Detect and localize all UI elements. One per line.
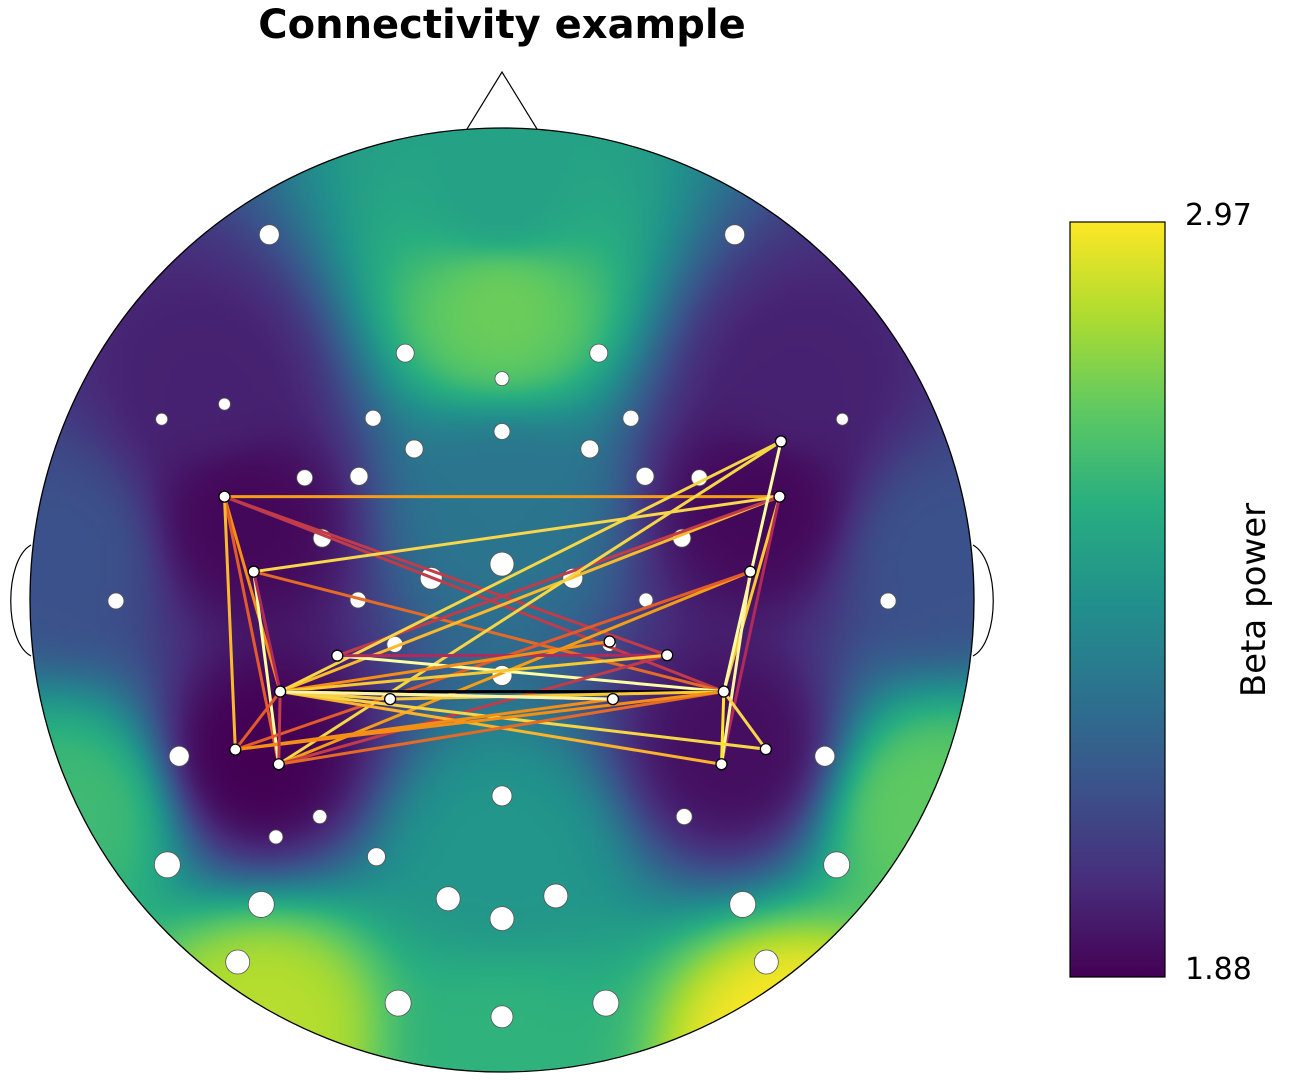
connectivity-node-n6 [661,649,674,662]
electrode-layer [107,224,897,1029]
electrode-38 [823,851,851,879]
electrode-20 [489,551,515,577]
connectivity-node-n7 [603,635,616,648]
head-left-ear [10,544,32,657]
electrode-14 [296,469,314,487]
connectivity-node-n2 [773,490,786,503]
connection-n1-n9 [222,495,282,694]
connection-n14-n10 [719,690,726,766]
connection-n1-n6 [222,495,669,657]
electrode-6 [218,397,231,411]
connectivity-node-n16 [606,692,620,706]
connectivity-node-n14 [715,758,728,771]
connectivity-node-n11 [229,743,242,756]
electrode-25 [107,592,125,610]
colorbar-title: Beta power [1234,502,1274,698]
connectivity-node-n13 [272,758,285,771]
electrode-37 [153,851,181,879]
connection-n6-n13 [277,653,669,766]
connection-n3-n2 [252,495,782,574]
electrode-42 [729,891,757,918]
connection-n7-n9 [278,640,612,694]
electrode-15 [349,466,369,486]
electrode-1 [258,224,280,246]
head-outline [29,127,975,1073]
connection-n6-n9 [278,653,669,694]
head-right-ear [972,544,994,657]
connection-n13-n9 [277,690,282,766]
connectivity-node-n15 [383,692,397,706]
colorbar-min-label: 1.88 [1185,952,1252,987]
connection-n2-n10 [722,495,782,694]
connection-n9-n16 [278,690,615,701]
electrode-13 [580,439,600,459]
head-nose [466,70,538,130]
connectivity-node-n5 [331,649,344,662]
electrode-12 [404,439,424,459]
electrode-43 [489,906,515,931]
electrode-26 [879,592,897,610]
electrode-32 [491,785,513,807]
connectivity-node-n9 [274,685,287,698]
connectivity-node-n8 [774,435,788,448]
electrode-5 [494,371,510,387]
electrode-7 [155,412,169,426]
connection-n9-n12 [278,690,768,751]
electrode-46 [384,989,412,1017]
connection-n2-n14 [719,495,782,766]
connection-n3-n13 [252,570,281,766]
connectivity-node-n1 [218,490,231,503]
connection-n1-n11 [222,495,237,752]
connection-n13-n10 [277,690,726,766]
connection-n2-n5 [335,495,782,658]
electrode-47 [592,989,620,1017]
connection-n4-n14 [719,570,752,766]
chart-title: Connectivity example [258,2,746,48]
electrode-9 [364,409,382,427]
connection-n11-n16 [233,697,615,752]
electrode-36 [367,847,386,867]
electrode-10 [622,409,640,427]
electrode-40 [543,883,569,909]
electrode-34 [675,808,693,826]
electrode-3 [395,343,415,363]
connection-n3-n9 [252,570,282,694]
colorbar-max-label: 2.97 [1185,198,1252,233]
electrode-11 [493,423,511,440]
electrode-16 [635,466,655,486]
electrode-48 [490,1005,514,1029]
node-layer [218,435,788,771]
electrode-33 [312,809,328,825]
connection-n3-n10 [252,570,726,694]
connectivity-node-n10 [717,685,730,698]
connection-n11-n9 [233,690,282,752]
electrode-44 [225,949,251,975]
connectivity-node-n4 [744,565,757,578]
electrode-41 [247,891,275,918]
connection-n1-n13 [222,495,281,766]
connection-layer [222,439,783,766]
electrode-4 [589,343,609,363]
electrode-2 [724,224,746,246]
connection-n8-n9 [278,439,783,694]
electrode-39 [435,886,461,912]
electrode-45 [753,949,779,975]
electrode-8 [835,412,849,426]
electrode-30 [168,745,190,767]
connection-n15-n10 [388,690,726,701]
connection-n8-n13 [277,439,783,766]
connectivity-node-n3 [247,565,260,578]
connection-n5-n10 [335,654,726,694]
connectivity-node-n12 [759,743,772,756]
electrode-35 [268,829,284,845]
electrode-31 [814,745,836,767]
connection-n12-n10 [722,690,768,751]
colorbar [1069,221,1166,978]
